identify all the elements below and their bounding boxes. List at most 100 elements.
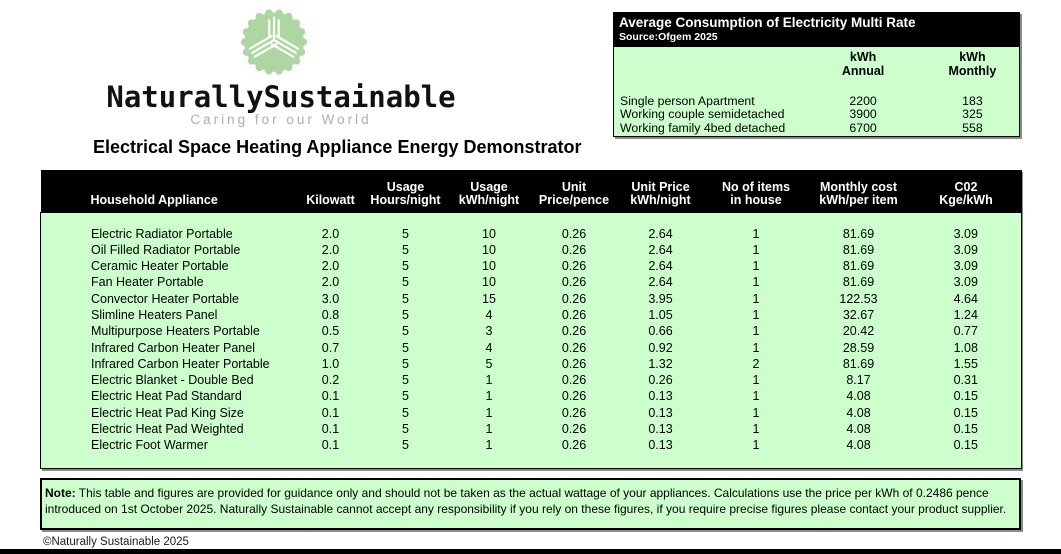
cell-value: 0.26 xyxy=(561,340,587,355)
table-row: Oil Filled Radiator Portable 2.0 5 10 0.26 2.… xyxy=(41,242,1022,258)
cell-value: 3.09 xyxy=(953,226,978,241)
row-label: Ceramic Heater Portable xyxy=(91,259,229,274)
table-row: Electric Heat Pad Standard 0.1 5 1 0.26 0.13 1… xyxy=(41,388,1022,404)
row-label: Working couple semidetached xyxy=(620,107,785,122)
cell-value: 0.26 xyxy=(648,373,673,388)
row-label: Electric Heat Pad Weighted xyxy=(91,422,244,437)
appliance-table: Household Appliance Kilowatt Usage Hours/… xyxy=(40,170,1022,469)
cell-value: 1 xyxy=(752,242,760,257)
cell-value: 0.1 xyxy=(321,405,340,420)
cell-value: 0.26 xyxy=(561,389,587,404)
cell-value: 0.15 xyxy=(953,405,978,420)
cell-value: 325 xyxy=(962,107,983,122)
cell-value: 2.64 xyxy=(648,259,673,274)
row-label: Single person Apartment xyxy=(620,94,755,108)
cell-value: 1 xyxy=(752,307,760,322)
cell-value: 0.15 xyxy=(953,438,978,453)
cell-value: 5 xyxy=(402,307,409,322)
row-label: Electric Radiator Portable xyxy=(91,226,233,241)
table-row: Multipurpose Heaters Portable 0.5 5 3 0.26 0.… xyxy=(41,323,1022,339)
consumption-header-annual: kWh Annual xyxy=(841,50,885,78)
cell-value: 3.09 xyxy=(953,242,978,257)
row-label: Infrared Carbon Heater Panel xyxy=(91,340,255,355)
col-usage-hours: Usage Hours/night xyxy=(370,179,441,207)
cell-value: 3.0 xyxy=(321,291,340,306)
cell-value: 5 xyxy=(402,356,409,371)
cell-value: 1.24 xyxy=(953,307,978,322)
cell-value: 1.32 xyxy=(648,356,673,371)
note-label: Note: xyxy=(45,486,76,500)
cell-value: 1 xyxy=(752,291,760,306)
cell-value: 2.0 xyxy=(321,275,340,290)
row-label: Electric Foot Warmer xyxy=(91,438,208,453)
cell-value: 0.1 xyxy=(321,389,340,404)
table-row: Electric Radiator Portable 2.0 5 10 0.26 2.64… xyxy=(41,212,1022,242)
cell-value: 1 xyxy=(485,389,493,404)
consumption-box-header: Average Consumption of Electricity Multi… xyxy=(613,12,1020,47)
row-label: Electric Heat Pad King Size xyxy=(91,405,244,420)
row-label: Infrared Carbon Heater Portable xyxy=(91,356,270,371)
table-row: Electric Heat Pad Weighted 0.1 5 1 0.26 0.13 1… xyxy=(41,421,1022,437)
cell-value: 1 xyxy=(485,422,493,437)
cell-value: 4.08 xyxy=(846,438,871,453)
cell-value: 0.26 xyxy=(561,422,587,437)
cell-value: 0.13 xyxy=(648,422,673,437)
cell-value: 2200 xyxy=(849,94,877,108)
col-unit-price-pence: Unit Price/pence xyxy=(538,179,610,207)
cell-value: 0.66 xyxy=(648,324,673,339)
cell-value: 6700 xyxy=(849,120,877,135)
table-row: Slimline Heaters Panel 0.8 5 4 0.26 1.05 1 32.6… xyxy=(41,307,1022,323)
cell-value: 0.26 xyxy=(561,324,587,339)
row-label: Fan Heater Portable xyxy=(91,275,204,290)
cell-value: 2 xyxy=(752,356,760,371)
page-title: Electrical Space Heating Appliance Energ… xyxy=(93,137,582,157)
cell-value: 0.31 xyxy=(953,373,978,388)
cell-value: 0.26 xyxy=(561,291,587,306)
cell-value: 5 xyxy=(402,340,409,355)
cell-value: 4 xyxy=(485,307,493,322)
consumption-header-empty xyxy=(614,51,800,78)
consumption-box-body: kWh Annual kWh Monthly Single person Apa… xyxy=(613,47,1020,137)
col-kilowatt: Kilowatt xyxy=(306,193,355,207)
table-row: Convector Heater Portable 3.0 5 15 0.26 3.95 1… xyxy=(41,291,1022,307)
cell-value: 1 xyxy=(752,226,760,241)
note-box: Note: This table and figures are provide… xyxy=(40,478,1021,530)
cell-value: 0.2 xyxy=(321,373,340,388)
table-row: Electric Foot Warmer 0.1 5 1 0.26 0.13 1 4.08 0.… xyxy=(41,437,1022,468)
cell-value: 10 xyxy=(482,226,496,241)
cell-value: 1 xyxy=(485,438,493,453)
cell-value: 3.09 xyxy=(953,275,978,290)
cell-value: 0.13 xyxy=(648,405,673,420)
cell-value: 1 xyxy=(752,422,760,437)
cell-value: 10 xyxy=(482,275,496,290)
cell-value: 5 xyxy=(402,422,409,437)
cell-value: 0.13 xyxy=(648,438,673,453)
cell-value: 81.69 xyxy=(842,226,875,241)
table-row: Electric Blanket - Double Bed 0.2 5 1 0.26 0.… xyxy=(41,372,1022,388)
table-row: Fan Heater Portable 2.0 5 10 0.26 2.64 1 81.69 3… xyxy=(41,274,1022,290)
cell-value: 32.67 xyxy=(842,307,875,322)
cell-value: 10 xyxy=(482,242,496,257)
cell-value: 0.26 xyxy=(561,307,587,322)
cell-value: 0.26 xyxy=(561,373,587,388)
cell-value: 1 xyxy=(752,324,760,339)
cell-value: 0.8 xyxy=(321,307,340,322)
col-usage-kwh: Usage kWh/night xyxy=(458,179,520,207)
cell-value: 1.08 xyxy=(953,340,978,355)
row-label: Slimline Heaters Panel xyxy=(91,307,218,322)
cell-value: 5 xyxy=(402,389,409,404)
cell-value: 5 xyxy=(485,356,493,371)
cell-value: 1.0 xyxy=(321,356,340,371)
cell-value: 5 xyxy=(402,324,409,339)
cell-value: 4.64 xyxy=(953,291,978,306)
brand-logo xyxy=(240,8,308,76)
consumption-box-source: Source:Ofgem 2025 xyxy=(619,31,718,43)
cell-value: 5 xyxy=(402,242,409,257)
cell-value: 15 xyxy=(482,291,496,306)
cell-value: 5 xyxy=(402,291,409,306)
col-unit-price-kwh: Unit Price kWh/night xyxy=(630,179,691,207)
row-label: Convector Heater Portable xyxy=(91,291,239,306)
cell-value: 20.42 xyxy=(842,324,875,339)
cell-value: 3.95 xyxy=(648,291,673,306)
cell-value: 5 xyxy=(402,405,409,420)
